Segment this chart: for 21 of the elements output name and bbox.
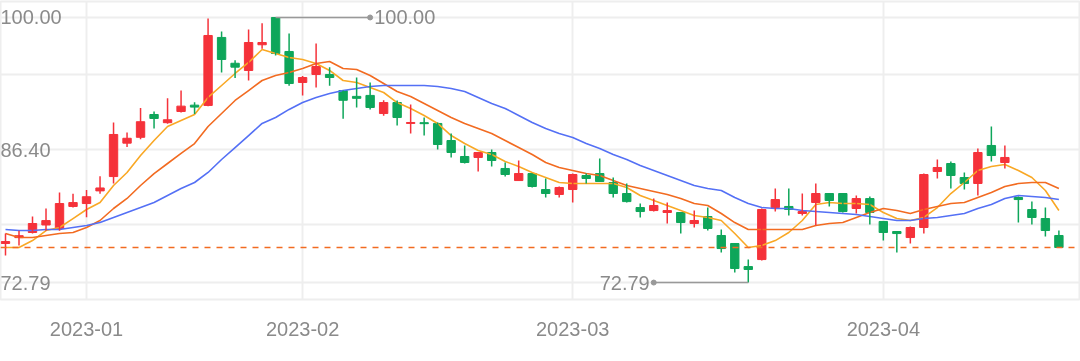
candlestick — [716, 228, 726, 254]
x-tick-label: 2023-02 — [265, 317, 340, 340]
candlestick — [770, 187, 780, 213]
y-tick-label: 72.79 — [0, 271, 51, 294]
annotation: 100.00 — [374, 6, 436, 29]
x-tick-label: 2023-04 — [846, 317, 921, 340]
y-tick-label: 86.40 — [0, 138, 51, 161]
candlestick — [743, 258, 753, 284]
candlestick — [95, 175, 105, 195]
x-tick-label: 2023-03 — [536, 317, 610, 340]
candlestick — [514, 159, 524, 182]
candlestick — [459, 144, 470, 165]
x-tick-label: 2023-01 — [49, 317, 124, 340]
candlestick — [41, 207, 51, 232]
candlestick — [892, 230, 902, 254]
candlestick — [176, 89, 186, 114]
candlestick — [878, 220, 889, 242]
annotation: 72.79 — [599, 271, 650, 294]
candlestick — [622, 182, 632, 204]
candlestick — [541, 177, 551, 199]
y-tick-label: 100.00 — [0, 6, 62, 29]
